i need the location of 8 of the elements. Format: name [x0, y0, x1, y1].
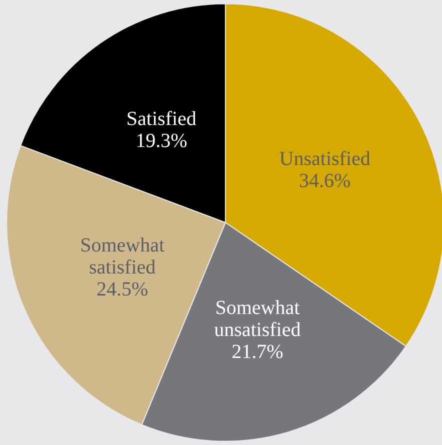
data-label: 21.7%	[232, 341, 284, 364]
slice-label: Unsatisfied	[279, 148, 370, 170]
slice-label: Satisfied	[126, 108, 196, 130]
slice-label: Somewhat unsatisfied	[214, 297, 301, 342]
data-label: 24.5%	[96, 278, 148, 300]
slice-label: Somewhat satisfied	[80, 234, 165, 278]
data-label: 34.6%	[299, 170, 351, 192]
data-label: 19.3%	[136, 130, 188, 152]
